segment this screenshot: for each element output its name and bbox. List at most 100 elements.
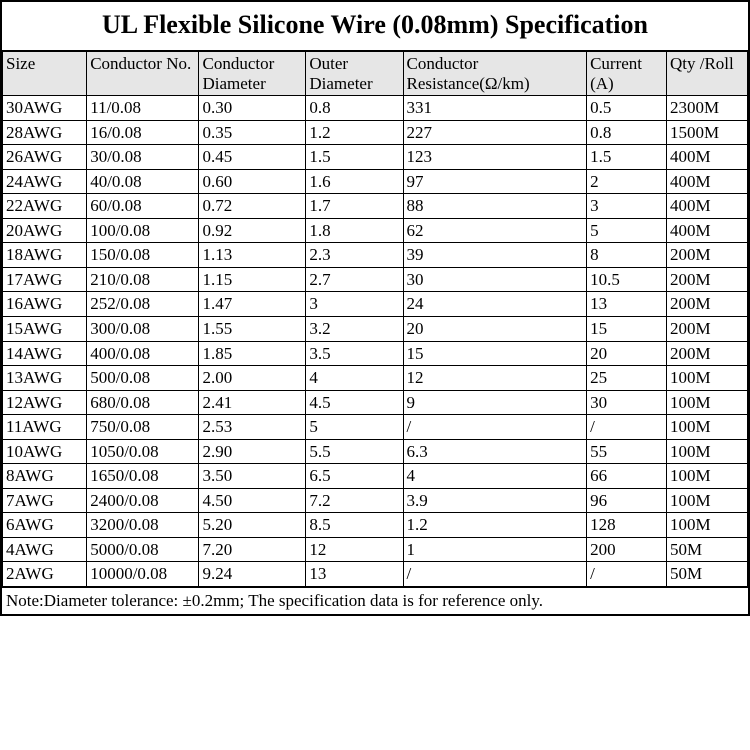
cell: 4AWG <box>3 537 87 562</box>
cell: 400/0.08 <box>87 341 199 366</box>
cell: 4 <box>306 366 403 391</box>
page-title: UL Flexible Silicone Wire (0.08mm) Speci… <box>2 2 748 51</box>
cell: 12 <box>403 366 587 391</box>
cell: / <box>403 562 587 587</box>
cell: 25 <box>587 366 667 391</box>
cell: 1 <box>403 537 587 562</box>
cell: 0.92 <box>199 218 306 243</box>
cell: / <box>587 415 667 440</box>
cell: 11AWG <box>3 415 87 440</box>
table-row: 7AWG2400/0.084.507.23.996100M <box>3 488 748 513</box>
cell: 0.72 <box>199 194 306 219</box>
cell: 210/0.08 <box>87 267 199 292</box>
cell: 100M <box>666 439 747 464</box>
spec-container: UL Flexible Silicone Wire (0.08mm) Speci… <box>0 0 750 616</box>
cell: 2.90 <box>199 439 306 464</box>
cell: 100M <box>666 464 747 489</box>
cell: 40/0.08 <box>87 169 199 194</box>
cell: 252/0.08 <box>87 292 199 317</box>
cell: 15 <box>403 341 587 366</box>
cell: 10000/0.08 <box>87 562 199 587</box>
cell: 200M <box>666 267 747 292</box>
cell: 11/0.08 <box>87 96 199 121</box>
col-header: Current (A) <box>587 52 667 96</box>
cell: / <box>403 415 587 440</box>
cell: 12 <box>306 537 403 562</box>
cell: 3.5 <box>306 341 403 366</box>
cell: / <box>587 562 667 587</box>
cell: 30 <box>403 267 587 292</box>
cell: 22AWG <box>3 194 87 219</box>
cell: 16/0.08 <box>87 120 199 145</box>
cell: 39 <box>403 243 587 268</box>
cell: 60/0.08 <box>87 194 199 219</box>
table-row: 6AWG3200/0.085.208.51.2128100M <box>3 513 748 538</box>
footnote: Note:Diameter tolerance: ±0.2mm; The spe… <box>2 587 748 614</box>
col-header: Size <box>3 52 87 96</box>
cell: 96 <box>587 488 667 513</box>
cell: 2.3 <box>306 243 403 268</box>
cell: 8AWG <box>3 464 87 489</box>
cell: 200M <box>666 243 747 268</box>
cell: 3.9 <box>403 488 587 513</box>
table-row: 13AWG500/0.082.0041225100M <box>3 366 748 391</box>
cell: 3.2 <box>306 317 403 342</box>
cell: 5 <box>587 218 667 243</box>
cell: 100M <box>666 366 747 391</box>
cell: 0.60 <box>199 169 306 194</box>
cell: 0.30 <box>199 96 306 121</box>
cell: 1.8 <box>306 218 403 243</box>
cell: 30/0.08 <box>87 145 199 170</box>
cell: 8.5 <box>306 513 403 538</box>
cell: 4.5 <box>306 390 403 415</box>
cell: 13AWG <box>3 366 87 391</box>
cell: 20 <box>587 341 667 366</box>
cell: 88 <box>403 194 587 219</box>
cell: 0.8 <box>306 96 403 121</box>
cell: 2400/0.08 <box>87 488 199 513</box>
col-header: Qty /Roll <box>666 52 747 96</box>
cell: 24 <box>403 292 587 317</box>
cell: 50M <box>666 562 747 587</box>
cell: 13 <box>306 562 403 587</box>
cell: 55 <box>587 439 667 464</box>
cell: 200M <box>666 292 747 317</box>
cell: 17AWG <box>3 267 87 292</box>
table-row: 28AWG16/0.080.351.22270.81500M <box>3 120 748 145</box>
cell: 1.6 <box>306 169 403 194</box>
cell: 331 <box>403 96 587 121</box>
cell: 400M <box>666 169 747 194</box>
cell: 1.5 <box>306 145 403 170</box>
cell: 14AWG <box>3 341 87 366</box>
cell: 1.85 <box>199 341 306 366</box>
cell: 20 <box>403 317 587 342</box>
cell: 2 <box>587 169 667 194</box>
cell: 2AWG <box>3 562 87 587</box>
table-row: 22AWG60/0.080.721.7883400M <box>3 194 748 219</box>
cell: 0.45 <box>199 145 306 170</box>
cell: 1.5 <box>587 145 667 170</box>
cell: 97 <box>403 169 587 194</box>
cell: 400M <box>666 194 747 219</box>
cell: 400M <box>666 145 747 170</box>
cell: 200 <box>587 537 667 562</box>
cell: 200M <box>666 317 747 342</box>
cell: 15AWG <box>3 317 87 342</box>
cell: 100/0.08 <box>87 218 199 243</box>
col-header: Conductor Resistance(Ω/km) <box>403 52 587 96</box>
cell: 2.00 <box>199 366 306 391</box>
cell: 680/0.08 <box>87 390 199 415</box>
cell: 227 <box>403 120 587 145</box>
cell: 20AWG <box>3 218 87 243</box>
table-header-row: SizeConductor No.Conductor DiameterOuter… <box>3 52 748 96</box>
cell: 50M <box>666 537 747 562</box>
cell: 15 <box>587 317 667 342</box>
cell: 0.5 <box>587 96 667 121</box>
table-row: 17AWG210/0.081.152.73010.5200M <box>3 267 748 292</box>
cell: 30AWG <box>3 96 87 121</box>
cell: 12AWG <box>3 390 87 415</box>
cell: 2.41 <box>199 390 306 415</box>
cell: 3 <box>587 194 667 219</box>
table-row: 14AWG400/0.081.853.51520200M <box>3 341 748 366</box>
cell: 5 <box>306 415 403 440</box>
